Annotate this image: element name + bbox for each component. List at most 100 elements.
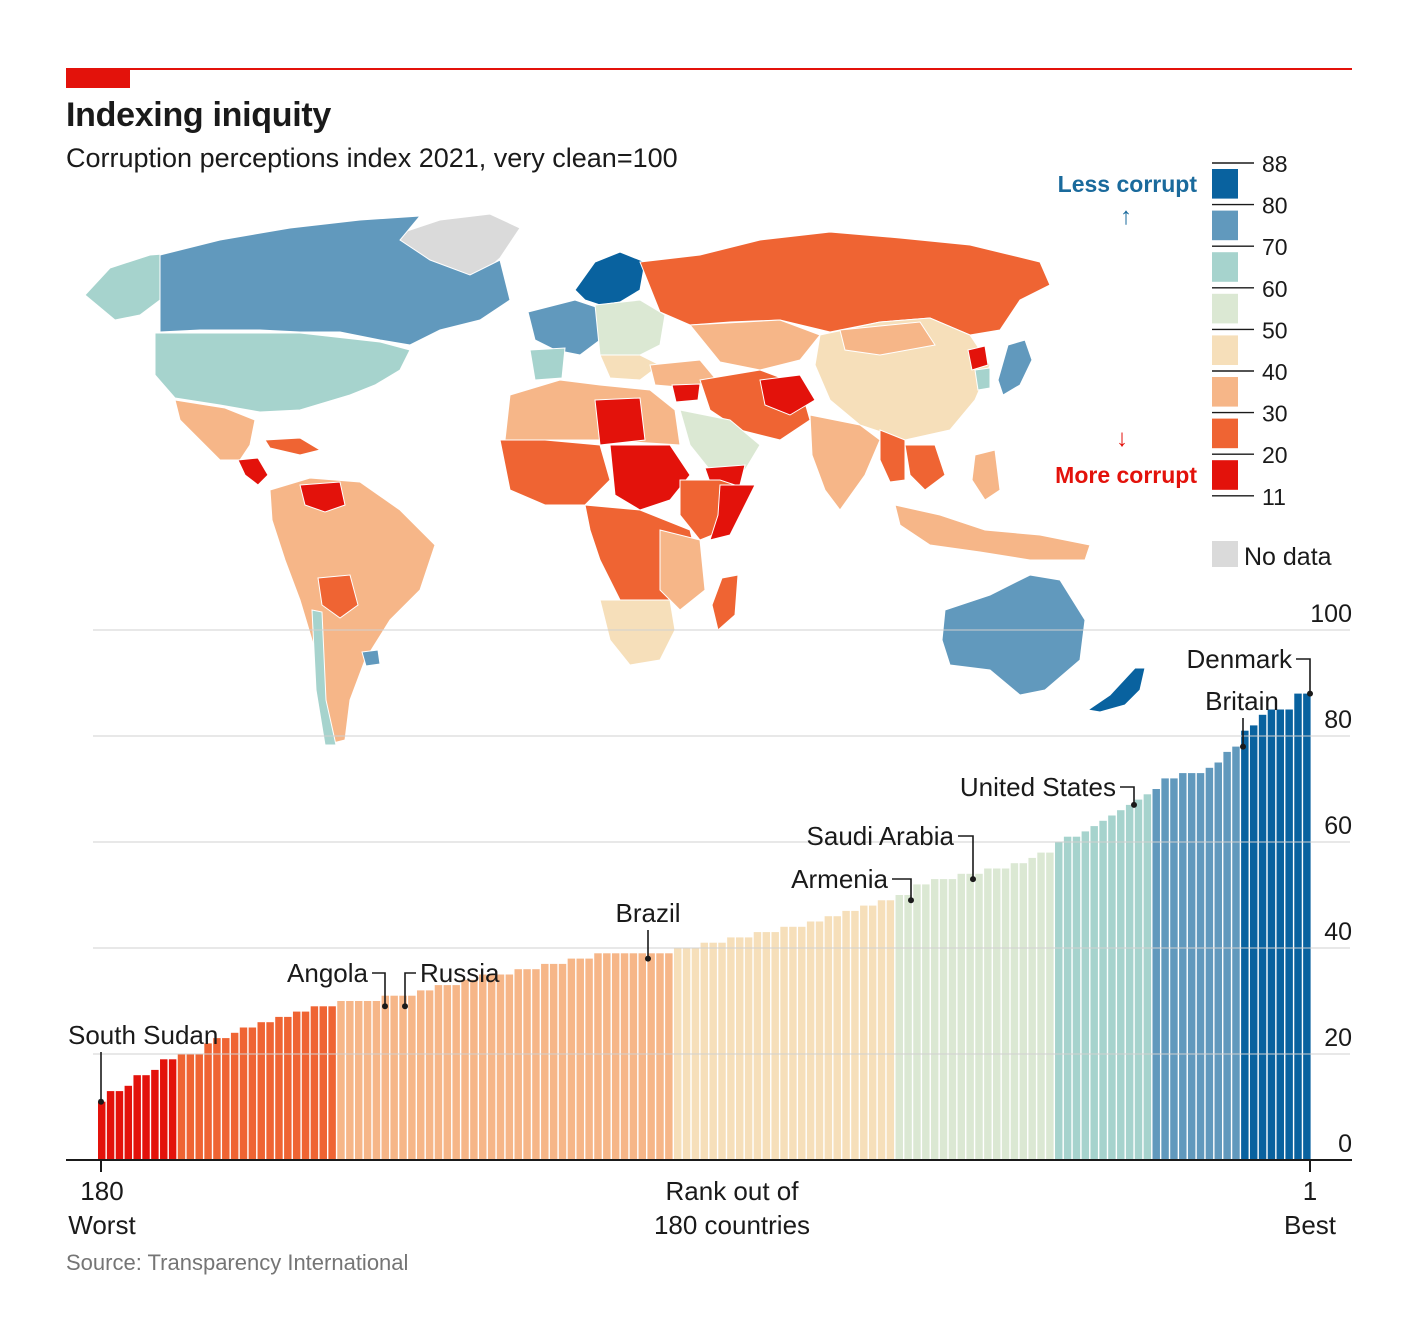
bar-124 <box>1196 773 1205 1160</box>
map-syria <box>671 383 701 403</box>
map-southern-africa <box>599 599 676 666</box>
map-libya <box>594 397 646 446</box>
bar-115 <box>1117 810 1125 1160</box>
legend-tick-label: 70 <box>1262 234 1288 260</box>
bar-42 <box>470 979 478 1160</box>
map-north-korea <box>967 345 989 371</box>
bar-72 <box>736 937 744 1160</box>
bar-50 <box>541 963 549 1160</box>
map-central-america <box>237 457 269 486</box>
bar-101 <box>992 868 1001 1160</box>
legend-swatch-40-50 <box>1212 335 1238 365</box>
x-axis: 180 Worst 1 Best Rank out of 180 countries <box>66 1159 1352 1240</box>
annotation-dot-saudi-arabia <box>970 876 976 883</box>
map-iberia <box>529 347 566 381</box>
legend-swatch-20-30 <box>1212 418 1238 449</box>
map-afghanistan <box>759 374 816 416</box>
chart-subtitle: Corruption perceptions index 2021, very … <box>66 143 678 173</box>
bar-108 <box>1055 842 1063 1160</box>
map-australia <box>941 574 1086 696</box>
bar-14 <box>222 1038 230 1160</box>
bar-25 <box>319 1006 327 1160</box>
bar-106 <box>1037 852 1045 1160</box>
annotation-dot-angola <box>382 1003 388 1010</box>
bar-80 <box>806 921 815 1160</box>
x-right-label: 1 <box>1303 1176 1317 1206</box>
map-madagascar <box>711 574 739 631</box>
annotation-dot-denmark <box>1307 690 1313 697</box>
map-usa <box>154 332 411 413</box>
map-balkans <box>599 354 661 381</box>
bar-10 <box>186 1054 195 1160</box>
bar-81 <box>815 921 824 1160</box>
legend-swatch-50-60 <box>1212 293 1238 324</box>
top-rule <box>66 68 1352 70</box>
bar-57 <box>603 953 611 1160</box>
bar-100 <box>984 868 992 1160</box>
bar-63 <box>656 953 664 1160</box>
bar-109 <box>1063 836 1072 1160</box>
bar-33 <box>390 995 398 1160</box>
bar-78 <box>789 926 797 1160</box>
bar-27 <box>337 1001 345 1160</box>
annotation-line-denmark <box>1296 658 1311 694</box>
bar-31 <box>372 1001 381 1160</box>
legend-swatch-11-20 <box>1212 460 1238 490</box>
legend-swatch-70-80 <box>1212 210 1238 241</box>
x-left-sub: Worst <box>68 1210 136 1240</box>
x-right-sub: Best <box>1284 1210 1337 1240</box>
legend-less-label: Less corrupt <box>1058 171 1198 197</box>
x-left-label: 180 <box>80 1176 123 1206</box>
map-south-america <box>269 477 436 746</box>
bar-94 <box>930 879 939 1160</box>
annotation-dot-russia <box>402 1003 408 1010</box>
annotation-saudi-arabia: Saudi Arabia <box>807 821 955 851</box>
bar-28 <box>346 1001 354 1160</box>
bar-70 <box>718 942 726 1160</box>
map-bolivia <box>317 574 359 619</box>
annotation-dot-south-sudan <box>98 1098 104 1105</box>
bar-97 <box>957 873 966 1160</box>
y-tick-label-100: 100 <box>1310 600 1352 628</box>
map-mongolia <box>839 321 936 356</box>
bar-119 <box>1152 789 1160 1160</box>
bar-22 <box>292 1011 301 1160</box>
bar-47 <box>514 969 522 1160</box>
bar-18 <box>257 1022 265 1160</box>
bar-92 <box>913 884 921 1160</box>
bar-93 <box>922 884 930 1160</box>
map-kazakhstan <box>688 319 821 371</box>
bar-98 <box>966 873 974 1160</box>
bar-40 <box>452 985 460 1160</box>
map-se-asia <box>904 444 946 491</box>
annotation-line-united-states <box>1120 786 1135 805</box>
bar-127 <box>1223 751 1231 1160</box>
bar-105 <box>1028 857 1036 1160</box>
bar-60 <box>629 953 638 1160</box>
map-west-africa <box>499 439 611 506</box>
bar-13 <box>213 1038 221 1160</box>
y-axis: 0 20 40 60 80 100 <box>93 600 1352 1158</box>
bar-128 <box>1232 746 1240 1160</box>
bar-74 <box>753 932 762 1160</box>
annotation-united-states: United States <box>960 772 1116 802</box>
map-myanmar <box>879 429 906 483</box>
bar-29 <box>354 1001 363 1160</box>
bar-45 <box>496 974 505 1160</box>
bar-69 <box>709 942 717 1160</box>
bar-96 <box>948 879 957 1160</box>
bar-75 <box>762 932 771 1160</box>
bar-58 <box>611 953 620 1160</box>
annotation-brazil: Brazil <box>615 898 680 928</box>
map-somalia <box>709 484 756 541</box>
legend-tick-label: 11 <box>1262 484 1286 510</box>
bar-30 <box>363 1001 372 1160</box>
bar-41 <box>461 979 469 1160</box>
y-tick-label-20: 20 <box>1324 1024 1352 1052</box>
bar-62 <box>647 953 655 1160</box>
bar-68 <box>700 942 709 1160</box>
bar-125 <box>1205 767 1214 1160</box>
annotation-armenia: Armenia <box>791 864 888 894</box>
bar-73 <box>744 937 753 1160</box>
